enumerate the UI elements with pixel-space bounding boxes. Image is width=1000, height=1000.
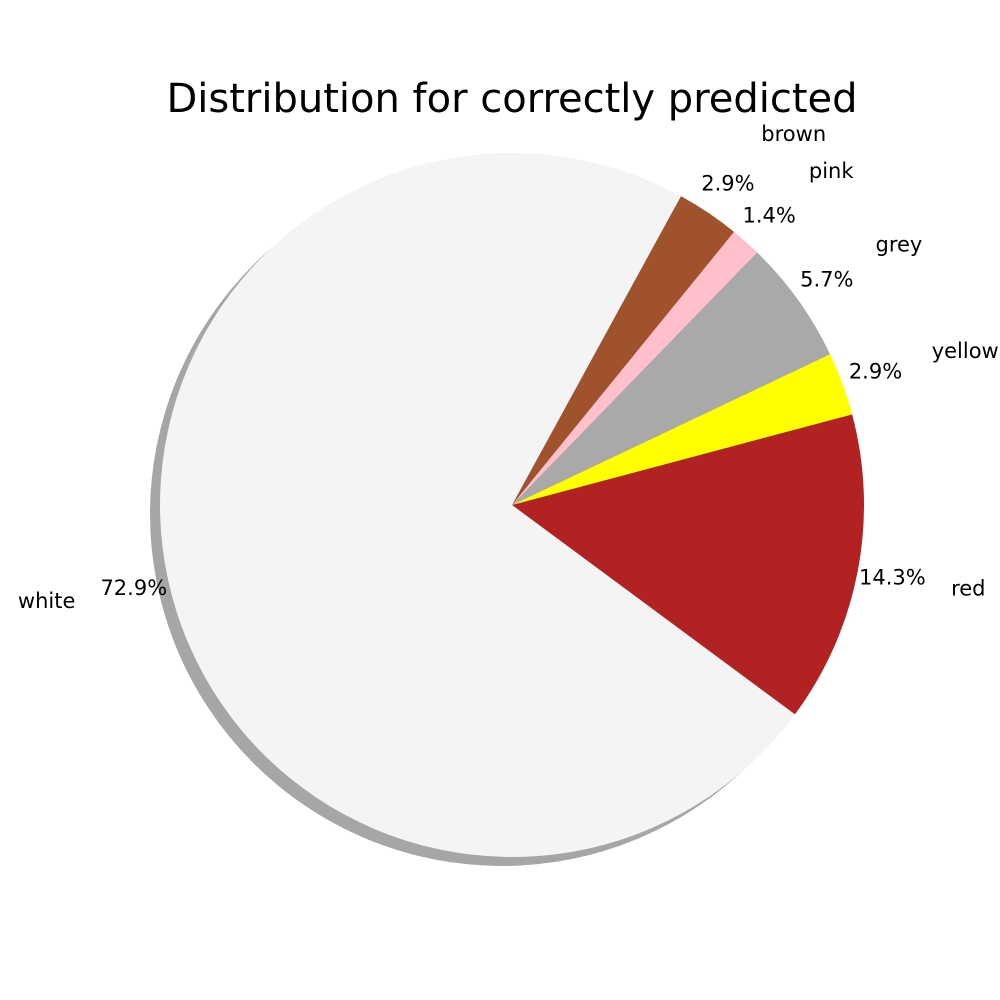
pie-category-label-yellow: yellow xyxy=(932,339,999,363)
pie-pct-label-brown: 2.9% xyxy=(701,172,754,196)
pie-slice-yellow xyxy=(512,354,853,505)
pie-pct-label-grey: 5.7% xyxy=(800,268,853,292)
pie-slices xyxy=(160,153,865,858)
pie-category-label-red: red xyxy=(951,577,985,601)
pie-slice-red xyxy=(512,414,865,715)
pie-category-label-white: white xyxy=(18,589,75,613)
pie-category-label-pink: pink xyxy=(809,159,854,183)
pie-pct-label-white: 72.9% xyxy=(100,576,167,600)
chart-title: Distribution for correctly predicted xyxy=(166,76,857,122)
pie-pct-label-yellow: 2.9% xyxy=(849,360,902,384)
pie-category-label-brown: brown xyxy=(761,122,826,146)
pie-pct-label-red: 14.3% xyxy=(859,566,926,590)
pie-labels: 14.3% red 2.9% yellow 5.7% grey 1.4% pink 2.9% br… xyxy=(18,122,999,613)
pie-category-label-grey: grey xyxy=(876,233,923,257)
pie-slice-pink xyxy=(512,231,758,506)
pie-slice-grey xyxy=(512,252,831,505)
pie-pct-label-pink: 1.4% xyxy=(743,204,796,228)
pie-slice-white xyxy=(160,153,795,858)
pie-slice-brown xyxy=(512,196,735,505)
